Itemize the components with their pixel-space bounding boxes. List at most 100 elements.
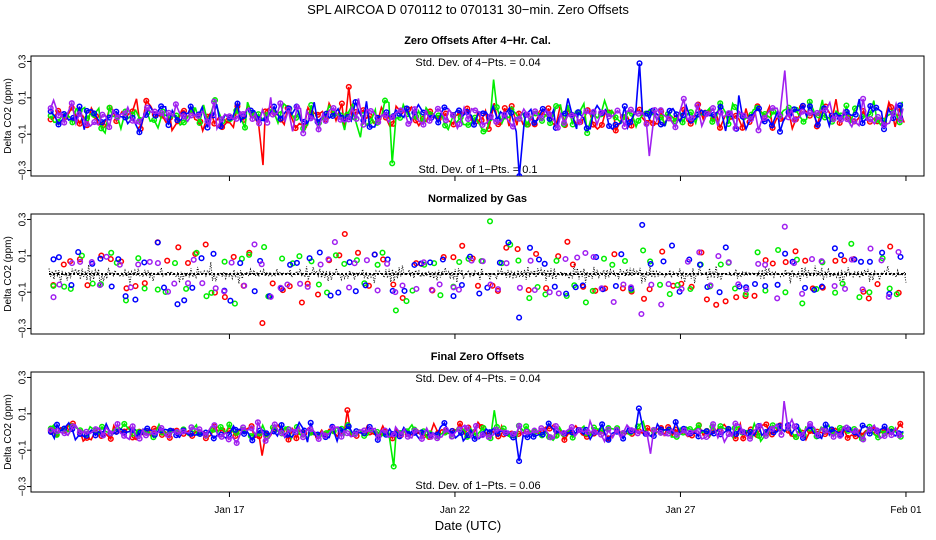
data-point xyxy=(844,434,851,441)
data-point xyxy=(315,281,322,288)
data-point xyxy=(196,119,203,127)
data-point xyxy=(553,257,560,264)
data-point xyxy=(733,430,740,438)
data-point xyxy=(99,111,106,118)
data-point xyxy=(135,261,142,268)
data-point xyxy=(878,257,885,264)
y-tick-label: 0.1 xyxy=(18,248,29,262)
data-point xyxy=(523,428,530,435)
data-point xyxy=(97,255,104,262)
data-point xyxy=(329,424,337,431)
data-point xyxy=(860,95,867,102)
data-point xyxy=(405,120,412,127)
data-point xyxy=(546,289,553,296)
data-point xyxy=(843,424,850,431)
data-point xyxy=(92,426,99,433)
data-point xyxy=(332,252,339,259)
data-point xyxy=(620,281,627,288)
data-point xyxy=(141,285,148,292)
data-point xyxy=(516,115,523,122)
data-point xyxy=(231,300,238,307)
data-point xyxy=(114,420,121,428)
data-point xyxy=(612,282,619,290)
data-point xyxy=(487,281,494,288)
data-point xyxy=(867,102,874,110)
y-tick-label: −0.1 xyxy=(18,282,29,302)
data-point xyxy=(204,118,211,125)
data-point xyxy=(345,83,352,90)
data-point xyxy=(345,116,352,123)
data-point xyxy=(96,282,103,289)
data-point xyxy=(362,282,369,289)
data-point xyxy=(338,433,345,440)
data-point xyxy=(887,243,894,250)
data-point xyxy=(687,429,694,436)
data-point xyxy=(865,295,872,302)
data-point xyxy=(135,255,142,262)
data-point xyxy=(739,124,746,131)
data-point xyxy=(456,121,463,128)
data-point xyxy=(237,260,244,267)
data-point xyxy=(562,110,569,117)
series-3 xyxy=(47,60,904,176)
data-point xyxy=(516,284,523,291)
data-point xyxy=(389,114,396,121)
data-point xyxy=(516,422,523,429)
data-point xyxy=(696,261,704,268)
data-point xyxy=(143,97,150,104)
data-point xyxy=(55,121,62,128)
data-point xyxy=(392,307,399,314)
data-point xyxy=(716,289,723,296)
data-point xyxy=(509,123,517,130)
data-point xyxy=(317,261,324,268)
data-point xyxy=(254,419,261,426)
data-point xyxy=(696,249,703,256)
data-point xyxy=(668,242,676,249)
data-point xyxy=(226,113,233,120)
data-point xyxy=(346,259,353,266)
data-point xyxy=(143,104,151,111)
data-point xyxy=(442,117,450,124)
data-point xyxy=(885,293,892,300)
data-point xyxy=(592,287,599,294)
data-point xyxy=(91,119,98,126)
data-point xyxy=(83,107,90,114)
data-point xyxy=(287,261,294,268)
data-point xyxy=(806,103,813,110)
data-point xyxy=(285,106,292,113)
data-point xyxy=(98,125,105,132)
data-point xyxy=(136,129,143,136)
data-point xyxy=(190,256,197,263)
data-point xyxy=(382,112,389,119)
data-point xyxy=(657,107,664,114)
data-point xyxy=(551,283,558,290)
figure-title: SPL AIRCOA D 070112 to 070131 30−min. Ze… xyxy=(307,2,629,17)
data-point xyxy=(401,287,408,294)
data-point xyxy=(399,294,406,302)
data-point xyxy=(389,160,396,167)
data-point xyxy=(538,117,546,124)
data-point xyxy=(598,431,605,438)
data-point xyxy=(246,251,253,258)
series-4 xyxy=(50,223,902,318)
data-point xyxy=(421,261,428,268)
data-point xyxy=(249,437,256,444)
chart-panel-3: Final Zero Offsets Delta CO2 (ppm) −0.3 −0.… xyxy=(3,351,925,516)
data-point xyxy=(300,130,307,137)
data-point xyxy=(68,282,75,289)
data-point xyxy=(814,121,821,128)
data-point xyxy=(609,261,616,268)
data-point xyxy=(455,107,463,114)
data-point xyxy=(811,286,818,293)
data-point xyxy=(866,289,873,296)
data-point xyxy=(132,296,139,303)
data-point xyxy=(263,430,270,437)
data-point xyxy=(888,432,895,439)
data-point xyxy=(47,426,54,433)
data-point xyxy=(365,282,372,289)
data-point xyxy=(56,281,63,288)
data-point xyxy=(818,258,825,265)
data-point xyxy=(532,108,539,115)
data-point xyxy=(561,119,568,126)
data-point xyxy=(881,432,888,440)
